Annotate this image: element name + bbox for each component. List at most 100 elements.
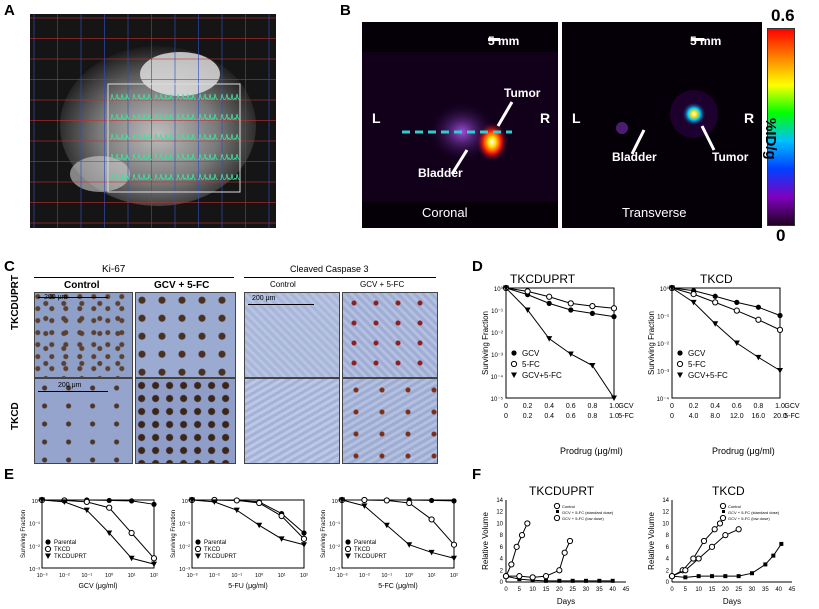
d-axes-frame bbox=[671, 287, 781, 399]
e-data-point bbox=[451, 555, 457, 562]
f-data-point bbox=[502, 573, 510, 580]
bladder-label-coronal: Bladder bbox=[418, 166, 463, 180]
d-xlabel-right: Prodrug (μg/ml) bbox=[712, 446, 775, 456]
tumor-label-coronal: Tumor bbox=[504, 86, 541, 100]
f-legend-marker bbox=[553, 514, 561, 522]
e-ytick-label: 10⁰ bbox=[182, 498, 191, 505]
f-xtick-label: 15 bbox=[709, 587, 716, 593]
f-data-point bbox=[668, 573, 676, 580]
row-label-tkcduprt: TKCDUPRT bbox=[10, 275, 21, 330]
d-ytick-label: 10⁻⁴ bbox=[657, 396, 670, 403]
d-data-point bbox=[524, 307, 531, 313]
e-xtick-label: 10⁻² bbox=[59, 573, 70, 579]
mrs-spectrum bbox=[175, 153, 196, 161]
d-legend-label: 5-FC bbox=[688, 360, 706, 369]
e-xlabel: 5-FU (μg/ml) bbox=[228, 583, 267, 590]
e-xtick-label: 10⁻¹ bbox=[381, 573, 392, 579]
e-xtick-label: 10² bbox=[150, 573, 158, 579]
mrs-spectrum bbox=[175, 113, 196, 121]
f-xtick-label: 40 bbox=[775, 587, 782, 593]
f-data-point bbox=[524, 520, 531, 527]
d-xtick-label-gcv: 0.2 bbox=[689, 403, 699, 410]
f-ytick-label: 10 bbox=[496, 521, 503, 527]
f-data-point bbox=[690, 555, 697, 562]
d-xtick-label-gcv: 0.8 bbox=[588, 403, 598, 410]
scalebar-2 bbox=[248, 304, 314, 305]
e-data-point bbox=[451, 498, 457, 504]
mrs-spectrum bbox=[219, 93, 240, 101]
d-data-point bbox=[567, 300, 574, 307]
d-data-point bbox=[610, 305, 618, 312]
e-series-line bbox=[191, 499, 305, 546]
scale-label-transverse: 5 mm bbox=[690, 34, 722, 48]
d-xtick-label-gcv: 1.0 bbox=[775, 403, 785, 410]
e-xtick-label: 10¹ bbox=[428, 573, 436, 579]
scale-text-1: 200 μm bbox=[44, 294, 68, 301]
f-ytick-label: 12 bbox=[662, 510, 669, 516]
panel-b-transverse-image bbox=[562, 22, 762, 228]
ki67-rule bbox=[34, 277, 234, 278]
e-legend-label: TKCD bbox=[204, 547, 221, 553]
e-data-point bbox=[278, 536, 285, 542]
e-ytick-label: 10⁻² bbox=[329, 544, 340, 550]
f-ytick-label: 8 bbox=[666, 533, 670, 539]
d-xtick-label-5fc: 0 bbox=[670, 413, 674, 420]
mrs-spectrum bbox=[109, 153, 130, 161]
panel-label-b: B bbox=[340, 2, 351, 19]
e-series-line bbox=[41, 499, 155, 565]
f-ylabel: Relative Volume bbox=[481, 512, 490, 570]
scale-label-coronal: 5 mm bbox=[488, 34, 520, 48]
f-legend-marker bbox=[719, 514, 727, 522]
e-data-point bbox=[189, 497, 195, 503]
d-xtick-label-gcv: 0.6 bbox=[566, 403, 576, 410]
e-data-point bbox=[233, 507, 240, 514]
d-legend-marker bbox=[510, 360, 518, 368]
e-legend-marker bbox=[195, 539, 201, 545]
f-data-point bbox=[508, 561, 515, 568]
mrs-spectrum bbox=[197, 93, 218, 101]
transverse-caption: Transverse bbox=[622, 205, 687, 220]
d-data-point bbox=[546, 336, 553, 342]
d-ytick-label: 10⁻¹ bbox=[491, 309, 503, 315]
scalebar-3 bbox=[38, 391, 108, 392]
f-data-point bbox=[716, 520, 724, 527]
e-data-point bbox=[233, 497, 240, 504]
col-treat-ki67: GCV + 5-FC bbox=[154, 280, 210, 291]
f-data-point bbox=[556, 567, 563, 574]
mrs-spectrum bbox=[197, 133, 218, 141]
caspase-rule bbox=[244, 277, 436, 278]
f-data-point bbox=[570, 578, 575, 583]
d-xtick-label-5fc: 0 bbox=[504, 413, 508, 420]
transverse-left-marker: L bbox=[572, 110, 581, 126]
e-xtick-label: 10⁰ bbox=[405, 572, 414, 579]
f-ytick-label: 0 bbox=[500, 580, 504, 586]
e-data-point bbox=[211, 499, 218, 505]
d-xtick-label-gcv: 0.4 bbox=[710, 403, 720, 410]
f-data-point bbox=[610, 578, 615, 583]
d-xlabel-left: Prodrug (μg/ml) bbox=[560, 446, 623, 456]
ki67-header: Ki-67 bbox=[102, 264, 126, 275]
f-data-point bbox=[513, 543, 520, 550]
f-ytick-label: 4 bbox=[500, 557, 504, 563]
d-xtick-label-gcv: 0.8 bbox=[754, 403, 764, 410]
f-data-point bbox=[696, 574, 701, 579]
d-data-point bbox=[733, 307, 740, 314]
e-data-point bbox=[151, 501, 157, 507]
e-data-point bbox=[301, 530, 307, 536]
e-ytick-label: 10⁰ bbox=[32, 498, 41, 505]
e-xlabel: GCV (μg/ml) bbox=[78, 583, 117, 590]
mrs-spectrum bbox=[109, 133, 130, 141]
caspase-header: Cleaved Caspase 3 bbox=[290, 264, 369, 274]
f-data-point bbox=[529, 574, 536, 581]
scale-text-3: 200 μm bbox=[58, 382, 82, 389]
histo-casp-treat-tkcd bbox=[342, 378, 438, 464]
f-data-point bbox=[708, 543, 716, 550]
d-axis-tag-5fc: 5-FC bbox=[618, 413, 634, 420]
mrs-spectrum bbox=[219, 153, 240, 161]
e-xtick-label: 10⁰ bbox=[105, 572, 114, 579]
panel-label-a: A bbox=[4, 2, 15, 19]
d-data-point bbox=[776, 326, 784, 333]
row-label-tkcd: TKCD bbox=[10, 402, 21, 430]
d-data-point bbox=[589, 303, 596, 310]
e-legend-marker bbox=[44, 545, 52, 553]
